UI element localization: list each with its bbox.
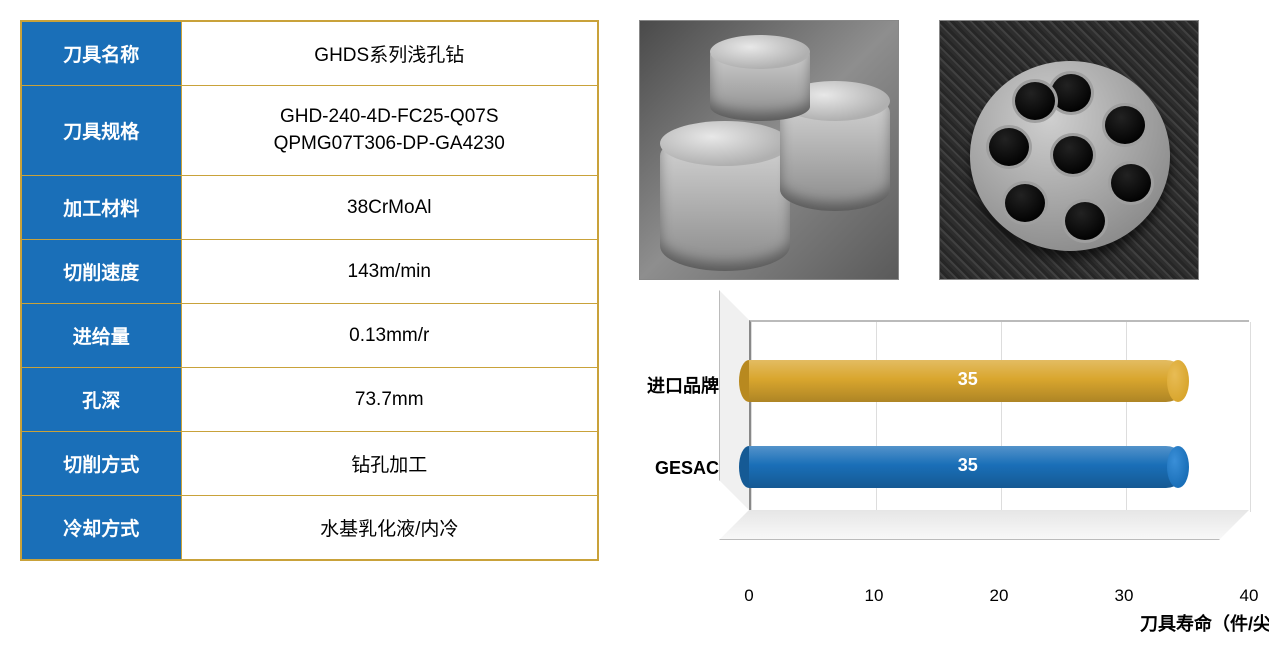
chart-x-tick: 40	[1240, 586, 1259, 606]
chart-y-labels: 进口品牌 GESAC	[639, 320, 729, 580]
spec-value: 水基乳化液/内冷	[181, 496, 598, 561]
spec-label: 切削方式	[21, 432, 181, 496]
spec-label: 孔深	[21, 368, 181, 432]
photo-drilled-disc	[939, 20, 1199, 280]
spec-label: 加工材料	[21, 176, 181, 240]
spec-value-line: GHD-240-4D-FC25-Q07S	[192, 104, 588, 131]
spec-label: 进给量	[21, 304, 181, 368]
chart-x-tick: 30	[1115, 586, 1134, 606]
chart-x-tick: 20	[990, 586, 1009, 606]
table-row: 冷却方式 水基乳化液/内冷	[21, 496, 598, 561]
table-row: 孔深 73.7mm	[21, 368, 598, 432]
table-row: 刀具名称 GHDS系列浅孔钻	[21, 21, 598, 86]
table-row: 切削方式 钻孔加工	[21, 432, 598, 496]
table-row: 切削速度 143m/min	[21, 240, 598, 304]
photo-cylinders	[639, 20, 899, 280]
table-row: 刀具规格 GHD-240-4D-FC25-Q07S QPMG07T306-DP-…	[21, 86, 598, 176]
chart-bar-value: 35	[749, 455, 1187, 476]
spec-table: 刀具名称 GHDS系列浅孔钻 刀具规格 GHD-240-4D-FC25-Q07S…	[20, 20, 599, 561]
chart-x-tick: 10	[865, 586, 884, 606]
chart-bar: 35	[749, 360, 1187, 402]
chart-x-tick: 0	[744, 586, 753, 606]
spec-value: 143m/min	[181, 240, 598, 304]
spec-value: 73.7mm	[181, 368, 598, 432]
chart-y-label: 进口品牌	[647, 372, 719, 398]
chart-bar-value: 35	[749, 369, 1187, 390]
table-row: 进给量 0.13mm/r	[21, 304, 598, 368]
spec-table-panel: 刀具名称 GHDS系列浅孔钻 刀具规格 GHD-240-4D-FC25-Q07S…	[20, 20, 599, 620]
right-panel: 进口品牌 GESAC	[629, 20, 1249, 620]
spec-value: 钻孔加工	[181, 432, 598, 496]
spec-label: 刀具名称	[21, 21, 181, 86]
chart-x-title: 刀具寿命（件/尖）	[1140, 610, 1269, 636]
chart-y-label: GESAC	[655, 458, 719, 479]
spec-label: 冷却方式	[21, 496, 181, 561]
spec-label: 切削速度	[21, 240, 181, 304]
chart-plot: 35 35	[729, 320, 1249, 540]
spec-value: GHD-240-4D-FC25-Q07S QPMG07T306-DP-GA423…	[181, 86, 598, 176]
spec-value: 38CrMoAl	[181, 176, 598, 240]
table-row: 加工材料 38CrMoAl	[21, 176, 598, 240]
chart-x-axis: 0 10 20 30 40 刀具寿命（件/尖）	[739, 580, 1249, 620]
chart-bar: 35	[749, 446, 1187, 488]
tool-life-chart: 进口品牌 GESAC	[629, 320, 1249, 620]
spec-value: 0.13mm/r	[181, 304, 598, 368]
spec-value-line: QPMG07T306-DP-GA4230	[192, 131, 588, 158]
images-row	[629, 20, 1249, 280]
spec-value: GHDS系列浅孔钻	[181, 21, 598, 86]
spec-label: 刀具规格	[21, 86, 181, 176]
